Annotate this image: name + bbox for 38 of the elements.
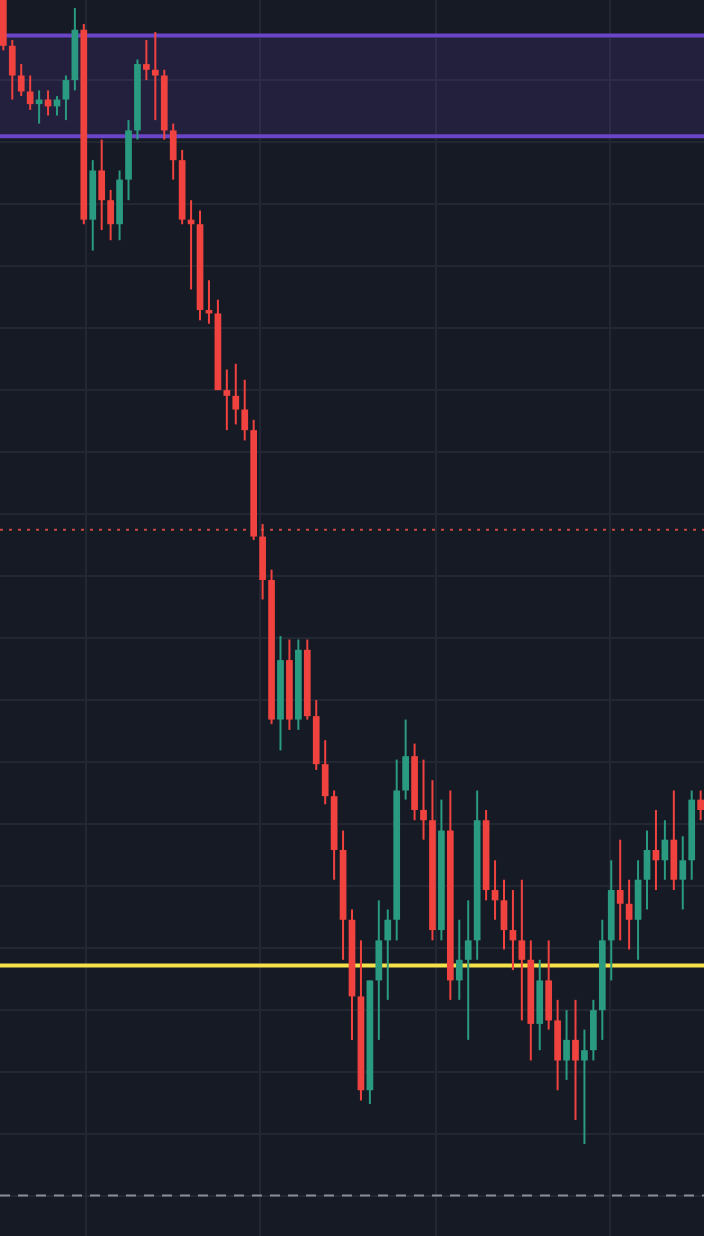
candlestick [259,522,266,601]
candlestick [536,958,544,1052]
candlestick [616,838,624,942]
candlestick [384,908,392,1001]
candlestick [572,998,579,1121]
candlestick [679,835,687,911]
candlestick [590,998,597,1062]
candlestick [223,368,231,432]
candlestick [402,718,409,801]
candlestick [169,122,177,181]
candlestick [107,188,114,242]
candlestick [634,859,642,961]
candlestick [0,0,7,52]
candlestick [500,878,508,951]
candlestick [563,1009,570,1081]
candlestick [697,789,704,822]
candlestick [554,998,561,1092]
candlestick [241,378,249,442]
candlestick [151,31,159,122]
candlestick [518,878,526,1022]
candlestick [116,169,123,242]
candlestick [643,829,651,911]
candlestick [62,74,70,122]
candlestick [581,1028,588,1145]
candlestick [545,939,553,1031]
candlestick [375,899,383,1041]
candlestick [321,739,329,806]
candlestick [625,878,633,951]
candlestick [420,758,427,841]
candlestick [232,362,240,426]
candlestick [17,63,25,98]
candlestick [464,899,472,1041]
candlestick [26,74,34,111]
candlestick [143,39,150,82]
candlestick [8,39,16,101]
candlestick [98,138,106,231]
candlestick [455,918,463,1001]
candlestick [670,789,678,892]
